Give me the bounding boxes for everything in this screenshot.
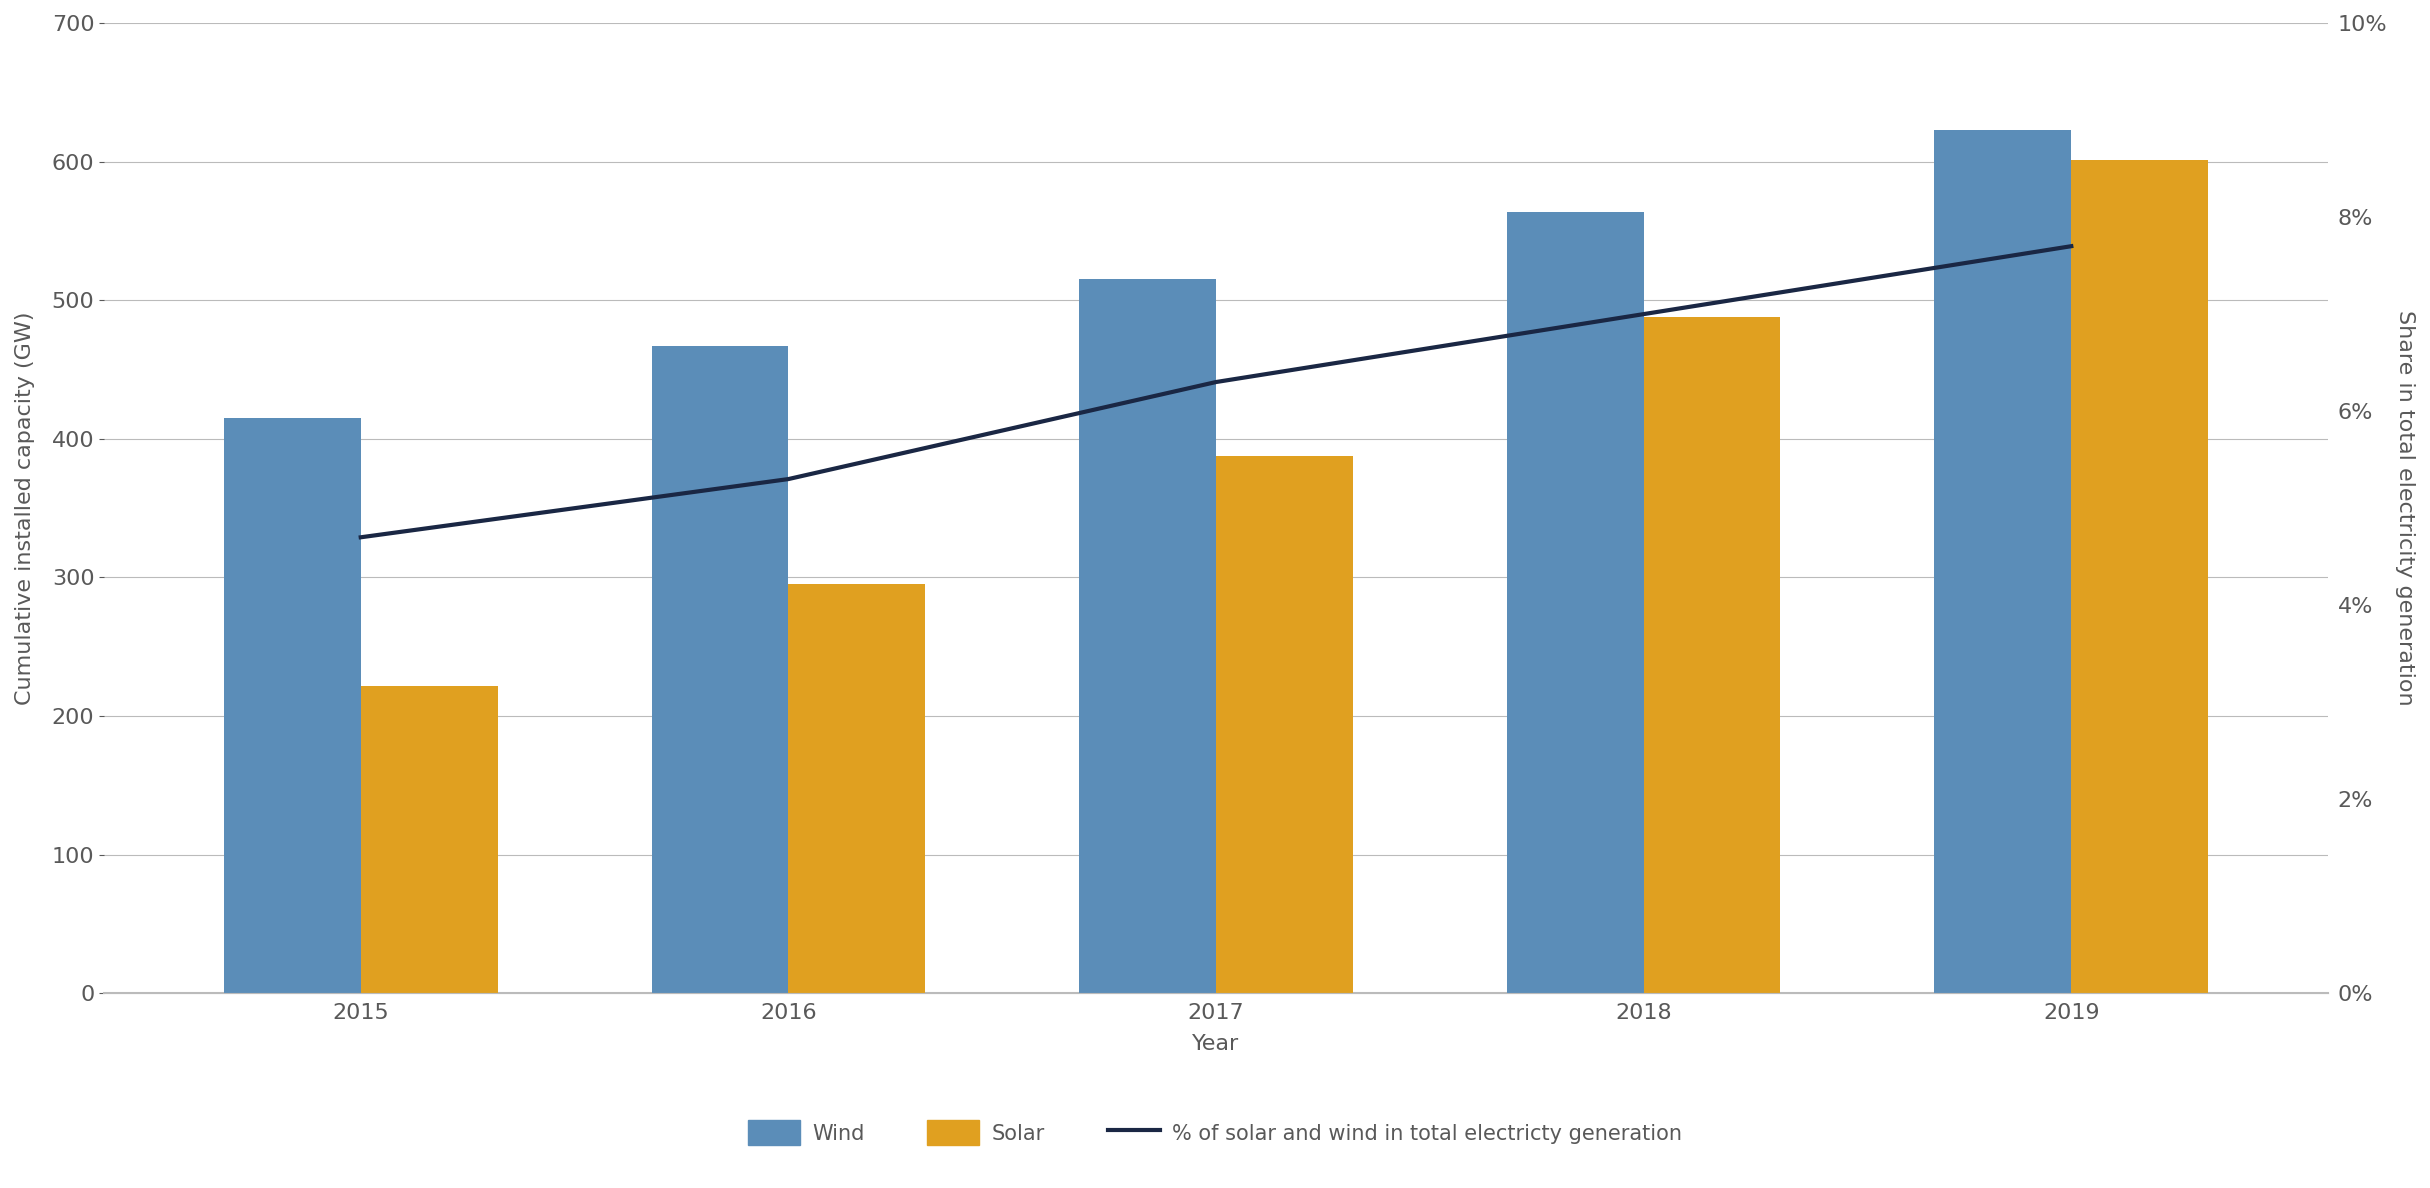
Y-axis label: Cumulative installed capacity (GW): Cumulative installed capacity (GW) bbox=[15, 311, 34, 704]
Y-axis label: Share in total electricity generation: Share in total electricity generation bbox=[2396, 310, 2415, 706]
Bar bbox=[224, 418, 360, 993]
Legend: Wind, Solar, % of solar and wind in total electricty generation: Wind, Solar, % of solar and wind in tota… bbox=[739, 1112, 1691, 1154]
% of solar and wind in total electricty generation bbox=[1200, 375, 1230, 390]
% of solar and wind in total electricty generation bbox=[2056, 239, 2085, 253]
% of solar and wind in total electricty generation bbox=[773, 472, 802, 486]
Bar bbox=[787, 584, 926, 993]
Bar bbox=[1079, 279, 1215, 993]
Line: % of solar and wind in total electricty generation: % of solar and wind in total electricty … bbox=[360, 246, 2070, 537]
Bar bbox=[1643, 317, 1781, 993]
X-axis label: Year: Year bbox=[1193, 1035, 1239, 1054]
Bar bbox=[1215, 455, 1354, 993]
% of solar and wind in total electricty generation bbox=[1628, 307, 1657, 321]
Bar bbox=[651, 346, 787, 993]
% of solar and wind in total electricty generation bbox=[345, 530, 374, 544]
Bar bbox=[1934, 129, 2070, 993]
Bar bbox=[2070, 160, 2209, 993]
Bar bbox=[1507, 211, 1643, 993]
Bar bbox=[360, 685, 498, 993]
